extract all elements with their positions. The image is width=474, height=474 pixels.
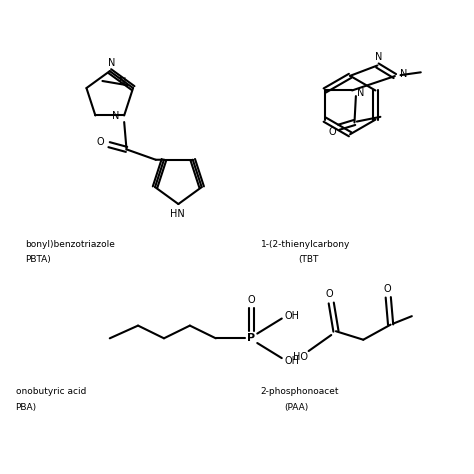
Text: PBTA): PBTA)	[25, 255, 51, 264]
Text: bonyl)benzotriazole: bonyl)benzotriazole	[25, 239, 115, 248]
Text: 2-phosphonoacet: 2-phosphonoacet	[261, 387, 339, 396]
Text: HN: HN	[170, 210, 185, 219]
Text: O: O	[325, 290, 333, 300]
Text: (PAA): (PAA)	[284, 403, 309, 412]
Text: onobutyric acid: onobutyric acid	[16, 387, 86, 396]
Text: O: O	[247, 295, 255, 305]
Text: (TBT: (TBT	[298, 255, 319, 264]
Text: N: N	[108, 58, 115, 68]
Text: O: O	[97, 137, 104, 147]
Text: P: P	[247, 333, 255, 343]
Text: N: N	[400, 69, 407, 79]
Text: 1-(2-thienylcarbony: 1-(2-thienylcarbony	[261, 239, 350, 248]
Text: O: O	[383, 284, 391, 294]
Text: N: N	[119, 77, 127, 87]
Text: N: N	[374, 52, 382, 62]
Text: N: N	[357, 88, 365, 98]
Text: HO: HO	[293, 352, 308, 362]
Text: OH: OH	[284, 310, 300, 321]
Text: O: O	[328, 127, 336, 137]
Text: N: N	[112, 111, 119, 121]
Text: PBA): PBA)	[16, 403, 36, 412]
Text: OH: OH	[284, 356, 300, 366]
